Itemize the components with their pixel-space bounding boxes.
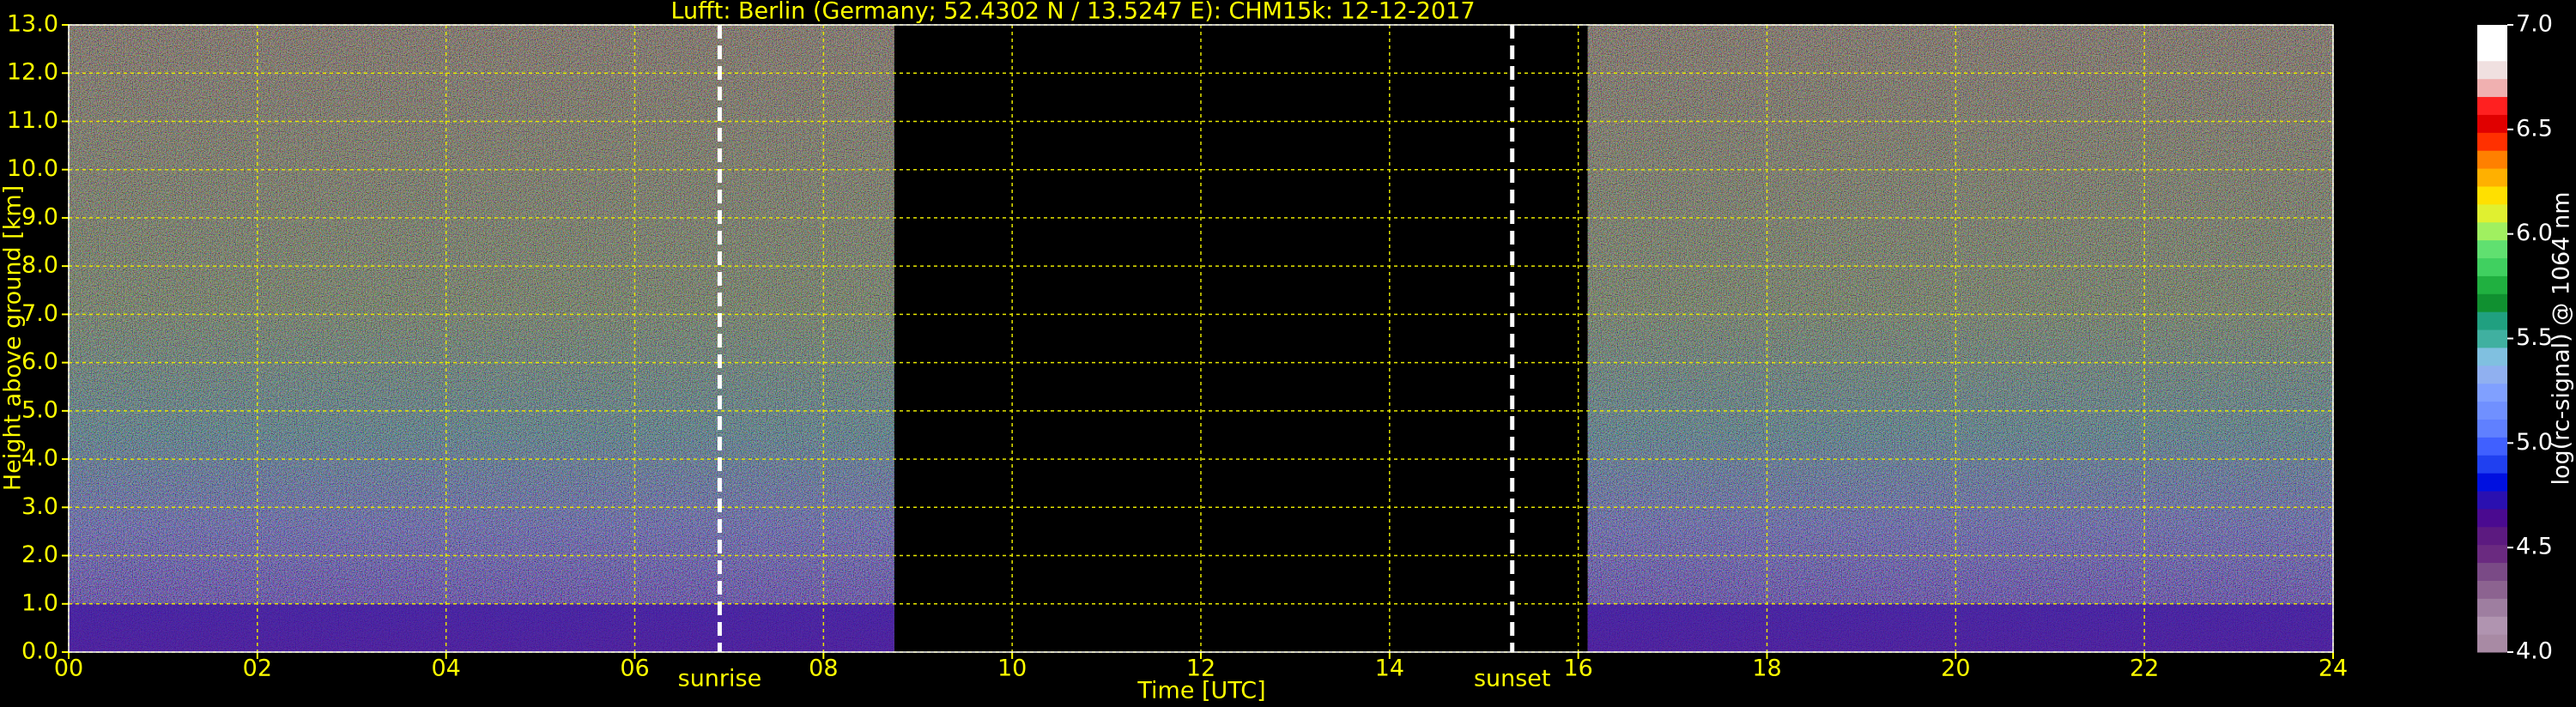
colorbar-segment [2477, 473, 2507, 492]
x-tick-label: 02 [243, 656, 272, 682]
colorbar-tick-label: 7.0 [2516, 11, 2553, 38]
y-tick-label: 5.0 [21, 396, 58, 423]
y-tick-label: 3.0 [21, 493, 58, 520]
colorbar-segment [2477, 168, 2507, 187]
colorbar-segment [2477, 491, 2507, 510]
colorbar-segment [2477, 419, 2507, 438]
colorbar-segment [2477, 437, 2507, 456]
y-tick-label: 6.0 [21, 348, 58, 375]
x-tick-label: 24 [2318, 656, 2348, 682]
colorbar-segment [2477, 634, 2507, 653]
plot-frame [68, 24, 2334, 653]
y-axis-label: Height above ground [km] [0, 185, 27, 491]
x-tick-label: 06 [620, 656, 649, 682]
colorbar-segment [2477, 347, 2507, 366]
chart-title: Lufft: Berlin (Germany; 52.4302 N / 13.5… [670, 0, 1475, 25]
y-tick-label: 12.0 [7, 59, 58, 86]
colorbar-segment [2477, 383, 2507, 402]
x-tick-label: 20 [1941, 656, 1970, 682]
colorbar-segment [2477, 150, 2507, 169]
colorbar-segment [2477, 275, 2507, 294]
colorbar-segment [2477, 221, 2507, 241]
colorbar-segment [2477, 239, 2507, 259]
y-tick-label: 13.0 [7, 11, 58, 38]
colorbar-segment [2477, 60, 2507, 80]
colorbar-segment [2477, 185, 2507, 205]
colorbar-segment [2477, 78, 2507, 98]
x-tick-label: 00 [54, 656, 83, 682]
annotation-label: sunrise [678, 666, 762, 692]
colorbar-segment [2477, 508, 2507, 528]
colorbar-segment [2477, 526, 2507, 546]
y-tick-label: 9.0 [21, 203, 58, 230]
colorbar-tick-label: 4.5 [2516, 534, 2553, 560]
x-tick-label: 16 [1563, 656, 1592, 682]
colorbar-segment [2477, 132, 2507, 151]
x-tick-label: 08 [809, 656, 838, 682]
colorbar-segment [2477, 25, 2507, 44]
y-tick-label: 8.0 [21, 252, 58, 279]
colorbar-segment [2477, 455, 2507, 474]
colorbar-segment [2477, 203, 2507, 223]
x-tick-label: 18 [1752, 656, 1781, 682]
colorbar-segment [2477, 544, 2507, 564]
y-tick-label: 7.0 [21, 300, 58, 327]
colorbar-segment [2477, 401, 2507, 420]
y-tick-label: 11.0 [7, 107, 58, 134]
x-tick-label: 04 [431, 656, 460, 682]
boundary-layer [69, 603, 894, 652]
y-tick-label: 2.0 [21, 541, 58, 568]
colorbar-tick-label: 6.5 [2516, 115, 2553, 142]
x-tick-label: 10 [997, 656, 1027, 682]
x-tick-label: 12 [1186, 656, 1215, 682]
colorbar-segment [2477, 114, 2507, 133]
colorbar-segment [2477, 96, 2507, 115]
colorbar-segment [2477, 329, 2507, 348]
colorbar-segment [2477, 293, 2507, 312]
y-tick-label: 4.0 [21, 445, 58, 472]
x-tick-label: 14 [1375, 656, 1404, 682]
colorbar-segment [2477, 562, 2507, 581]
colorbar-segment [2477, 311, 2507, 330]
x-tick-label: 22 [2130, 656, 2159, 682]
signal-noise [69, 25, 894, 652]
colorbar-segment [2477, 580, 2507, 599]
colorbar-segment [2477, 42, 2507, 62]
colorbar-tick-label: 4.0 [2516, 638, 2553, 665]
signal-noise [1587, 25, 2333, 652]
y-tick-label: 10.0 [7, 155, 58, 182]
colorbar-segment [2477, 616, 2507, 635]
colorbar-tick-label: 5.5 [2516, 324, 2553, 351]
annotation-label: sunset [1474, 666, 1551, 692]
x-axis-label: Time [UTC] [1136, 678, 1265, 704]
colorbar-label: log(rc-signal) @ 1064 nm [2549, 191, 2575, 485]
colorbar-tick-label: 5.0 [2516, 429, 2553, 456]
colorbar-segment [2477, 598, 2507, 617]
colorbar-segment [2477, 365, 2507, 384]
y-tick-label: 0.0 [21, 638, 58, 665]
boundary-layer [1587, 603, 2333, 652]
colorbar-segment [2477, 257, 2507, 276]
y-tick-label: 1.0 [21, 589, 58, 616]
colorbar-tick-label: 6.0 [2516, 220, 2553, 246]
